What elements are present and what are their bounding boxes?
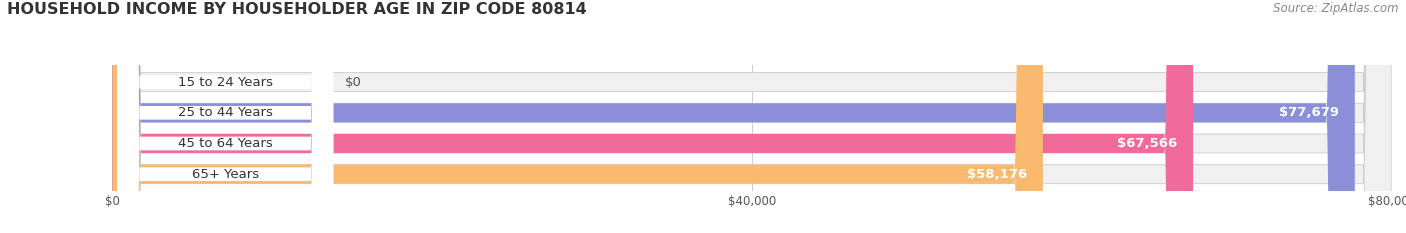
FancyBboxPatch shape — [112, 0, 1392, 233]
FancyBboxPatch shape — [112, 0, 1043, 233]
FancyBboxPatch shape — [117, 0, 333, 233]
Text: $58,176: $58,176 — [967, 168, 1026, 181]
Text: 45 to 64 Years: 45 to 64 Years — [177, 137, 273, 150]
FancyBboxPatch shape — [117, 0, 333, 233]
Text: HOUSEHOLD INCOME BY HOUSEHOLDER AGE IN ZIP CODE 80814: HOUSEHOLD INCOME BY HOUSEHOLDER AGE IN Z… — [7, 2, 586, 17]
FancyBboxPatch shape — [112, 0, 1194, 233]
Text: 25 to 44 Years: 25 to 44 Years — [177, 106, 273, 119]
Text: 65+ Years: 65+ Years — [191, 168, 259, 181]
FancyBboxPatch shape — [117, 0, 333, 233]
FancyBboxPatch shape — [112, 0, 1392, 233]
Text: $0: $0 — [344, 76, 361, 89]
FancyBboxPatch shape — [112, 0, 1355, 233]
FancyBboxPatch shape — [112, 0, 1392, 233]
Text: 15 to 24 Years: 15 to 24 Years — [177, 76, 273, 89]
Text: $77,679: $77,679 — [1279, 106, 1339, 119]
FancyBboxPatch shape — [112, 0, 1392, 233]
FancyBboxPatch shape — [117, 0, 333, 233]
Text: $67,566: $67,566 — [1116, 137, 1177, 150]
Text: Source: ZipAtlas.com: Source: ZipAtlas.com — [1274, 2, 1399, 15]
